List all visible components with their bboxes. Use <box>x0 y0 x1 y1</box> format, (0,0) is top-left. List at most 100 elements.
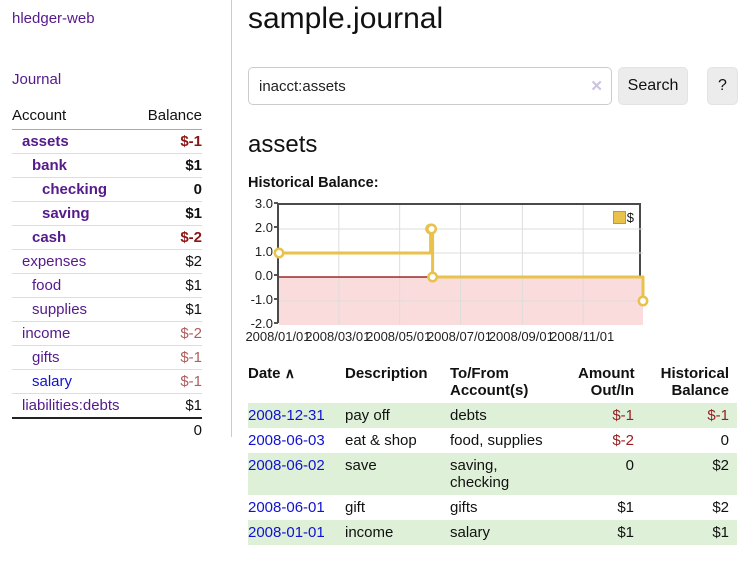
search-button[interactable]: Search <box>618 67 688 105</box>
account-balance: $1 <box>138 393 202 418</box>
account-link[interactable]: income <box>22 325 71 342</box>
register-accounts: gifts <box>450 498 478 516</box>
account-cell: bank <box>12 153 139 178</box>
account-row: cash $-2 <box>12 225 202 250</box>
account-cell: salary <box>12 369 139 394</box>
sidebar: hledger-web Journal Account Balance asse… <box>0 0 232 442</box>
y-axis-label: 1.0 <box>254 243 273 259</box>
account-row: saving $1 <box>12 201 202 226</box>
register-amount: 0 <box>625 456 634 474</box>
register-amount: $-2 <box>612 431 634 449</box>
account-link[interactable]: salary <box>32 373 73 390</box>
accounts-total: 0 <box>138 417 202 442</box>
register-description: pay off <box>345 406 390 424</box>
account-cell: supplies <box>12 297 139 322</box>
register-amount: $1 <box>617 523 634 541</box>
register-row: 2008-12-31 pay off debts $-1 $-1 <box>248 402 737 428</box>
transaction-date-link[interactable]: 2008-06-02 <box>248 456 325 474</box>
account-balance: $-2 <box>138 225 202 250</box>
account-row: gifts $-1 <box>12 345 202 370</box>
register-col-amount: Amount Out/In <box>578 364 635 399</box>
account-balance: 0 <box>138 177 202 202</box>
register-row: 2008-06-01 gift gifts $1 $2 <box>248 495 737 520</box>
register-col-date[interactable]: Date ∧ <box>248 364 295 382</box>
account-balance: $-1 <box>138 369 202 394</box>
x-axis-label: 2008/11/01 <box>550 328 615 344</box>
account-link[interactable]: assets <box>22 133 69 150</box>
account-link[interactable]: bank <box>32 157 68 174</box>
transaction-date-link[interactable]: 2008-06-03 <box>248 431 325 449</box>
y-axis-tick <box>274 201 278 204</box>
account-link[interactable]: cash <box>32 229 67 246</box>
y-axis-tick <box>274 225 278 228</box>
account-balance: $1 <box>138 201 202 226</box>
account-balance: $-1 <box>138 345 202 370</box>
search-input[interactable] <box>248 67 612 105</box>
account-link[interactable]: gifts <box>32 349 60 366</box>
register-balance: $-1 <box>707 406 729 424</box>
account-balance: $2 <box>138 249 202 274</box>
transaction-date-link[interactable]: 2008-01-01 <box>248 523 325 541</box>
y-axis-label: -1.0 <box>250 291 273 307</box>
account-link[interactable]: food <box>32 277 62 294</box>
accounts-col-balance: Balance <box>138 104 202 130</box>
chart-plot-area: $ <box>273 202 649 325</box>
chart-canvas <box>273 204 649 325</box>
register-balance: $2 <box>712 498 729 516</box>
page-title: sample.journal <box>248 2 444 35</box>
transaction-date-link[interactable]: 2008-06-01 <box>248 498 325 516</box>
accounts-table: Account Balance assets $-1 bank $1 checking 0… <box>12 104 202 442</box>
account-link[interactable]: saving <box>42 205 90 222</box>
sort-ascending-icon: ∧ <box>284 364 295 381</box>
register-balance: $1 <box>712 523 729 541</box>
account-row: checking 0 <box>12 177 202 202</box>
account-cell: liabilities:debts <box>12 393 139 418</box>
account-link[interactable]: supplies <box>32 301 88 318</box>
y-axis-label: 2.0 <box>254 219 273 235</box>
account-cell: food <box>12 273 139 298</box>
account-link[interactable]: checking <box>42 181 108 198</box>
chart-title: Historical Balance: <box>248 174 379 191</box>
account-heading: assets <box>248 131 318 158</box>
register-date-cell: 2008-01-01 <box>248 520 345 545</box>
register-date-cell: 2008-06-03 <box>248 428 345 453</box>
register-description: gift <box>345 498 366 516</box>
x-axis-label: 2008/05/01 <box>366 328 432 344</box>
hledger-web-app: hledger-web Journal Account Balance asse… <box>0 0 738 545</box>
register-description: eat & shop <box>345 431 417 449</box>
historical-balance-chart: 3.0 2.0 1.0 0.0 -1.0 -2.0 $2008/01/01 2008/03/0… <box>245 197 649 347</box>
register-amount: $1 <box>617 498 634 516</box>
transaction-date-link[interactable]: 2008-12-31 <box>248 406 325 424</box>
account-balance: $1 <box>138 153 202 178</box>
accounts-col-account: Account <box>12 104 139 130</box>
account-row: bank $1 <box>12 153 202 178</box>
account-balance: $-2 <box>138 321 202 346</box>
register-description: save <box>345 456 377 474</box>
register-table: Date ∧ Description To/From Account(s) Am… <box>248 363 737 545</box>
x-axis-label: 2008/07/01 <box>426 328 493 344</box>
account-row: liabilities:debts $1 <box>12 393 202 418</box>
sidebar-item-journal[interactable]: Journal <box>12 71 62 88</box>
register-balance: 0 <box>720 431 729 449</box>
register-row: 2008-06-02 save saving, checking 0 $2 <box>248 452 737 495</box>
register-accounts: salary <box>450 523 491 541</box>
clear-search-icon[interactable]: ✕ <box>590 78 603 95</box>
search-box: ✕ <box>248 67 612 105</box>
register-col-description: Description <box>345 364 428 382</box>
account-row: expenses $2 <box>12 249 202 274</box>
account-link[interactable]: expenses <box>22 253 87 270</box>
register-accounts: food, supplies <box>450 431 543 449</box>
register-amount: $-1 <box>612 406 634 424</box>
account-cell: income <box>12 321 139 346</box>
account-link[interactable]: liabilities:debts <box>22 397 120 414</box>
register-col-accounts: To/From Account(s) <box>450 364 529 399</box>
search-form: ✕ Search ? <box>248 67 738 105</box>
y-axis-tick <box>274 297 278 300</box>
register-date-cell: 2008-06-02 <box>248 453 345 495</box>
y-axis-label: 0.0 <box>254 267 273 283</box>
register-balance: $2 <box>712 456 729 474</box>
help-button[interactable]: ? <box>707 67 738 105</box>
account-cell: cash <box>12 225 139 250</box>
account-balance: $-1 <box>180 133 202 150</box>
brand-link[interactable]: hledger-web <box>12 10 95 27</box>
